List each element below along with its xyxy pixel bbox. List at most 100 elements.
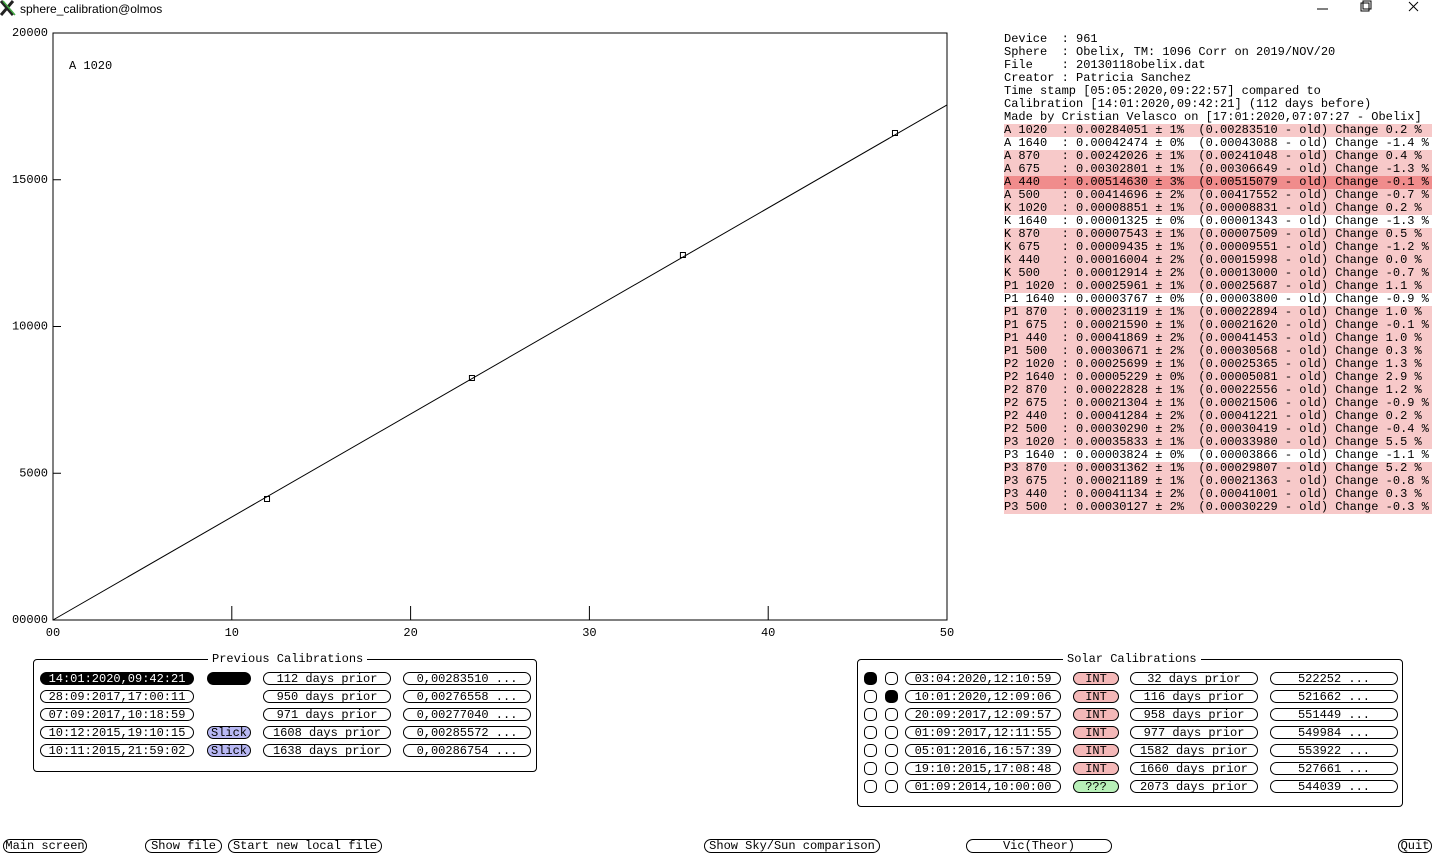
button[interactable]: Vic(Theor) <box>966 839 1112 853</box>
days-field: 958 days prior <box>1130 708 1258 722</box>
days-field: 950 days prior <box>263 690 391 704</box>
calibration-row: K 1640 : 0.00001325 ± 0% (0.00001343 - o… <box>1004 214 1429 228</box>
radio[interactable] <box>885 672 898 685</box>
value-field[interactable]: 0,00277040 ... <box>403 708 531 722</box>
x-tick-label: 10 <box>225 626 239 640</box>
value-field[interactable]: 549984 ... <box>1270 726 1398 740</box>
date-field[interactable]: 01:09:2017,12:11:55 <box>905 726 1061 740</box>
value-field[interactable]: 0,00285572 ... <box>403 726 531 740</box>
calibration-row: A 440 : 0.00514630 ± 3% (0.00515079 - ol… <box>1004 176 1432 189</box>
y-tick-label: 5000 <box>19 466 48 480</box>
days-field: 1638 days prior <box>263 744 391 758</box>
calibration-row: P2 870 : 0.00022828 ± 1% (0.00022556 - o… <box>1004 384 1432 397</box>
value-field[interactable]: 553922 ... <box>1270 744 1398 758</box>
radio[interactable] <box>864 690 877 703</box>
calibration-row: P2 1640 : 0.00005229 ± 0% (0.00005081 - … <box>1004 371 1432 384</box>
window-controls[interactable] <box>1300 0 1435 18</box>
calibration-row: P1 675 : 0.00021590 ± 1% (0.00021620 - o… <box>1004 319 1432 332</box>
tag[interactable]: Slick <box>207 726 251 740</box>
date-field[interactable]: 10:11:2015,21:59:02 <box>40 744 194 758</box>
radio[interactable] <box>864 708 877 721</box>
calibration-row: A 1640 : 0.00042474 ± 0% (0.00043088 - o… <box>1004 136 1429 150</box>
calibration-row: A 1020 : 0.00284051 ± 1% (0.00283510 - o… <box>1004 124 1432 137</box>
value-field[interactable]: 522252 ... <box>1270 672 1398 686</box>
calibration-row: K 870 : 0.00007543 ± 1% (0.00007509 - ol… <box>1004 228 1432 241</box>
radio[interactable] <box>885 744 898 757</box>
type-field: INT <box>1073 726 1119 740</box>
date-field[interactable]: 07:09:2017,10:18:59 <box>40 708 194 722</box>
info-line: Sphere : Obelix, TM: 1096 Corr on 2019/N… <box>1004 45 1336 59</box>
date-field[interactable]: 28:09:2017,17:00:11 <box>40 690 194 704</box>
days-field: 1608 days prior <box>263 726 391 740</box>
calibration-row: P2 500 : 0.00030290 ± 2% (0.00030419 - o… <box>1004 423 1432 436</box>
calibration-row: A 500 : 0.00414696 ± 2% (0.00417552 - ol… <box>1004 189 1432 202</box>
radio[interactable] <box>864 672 877 685</box>
date-field[interactable]: 01:09:2014,10:00:00 <box>905 780 1061 794</box>
data-point <box>264 495 271 502</box>
info-panel: Device : 961 Sphere : Obelix, TM: 1096 Co… <box>1004 33 1432 514</box>
type-field: INT <box>1073 672 1119 686</box>
app-icon <box>0 0 16 16</box>
value-field[interactable]: 551449 ... <box>1270 708 1398 722</box>
days-field: 977 days prior <box>1130 726 1258 740</box>
annotation: A 1020 <box>69 59 112 73</box>
date-field[interactable]: 10:12:2015,19:10:15 <box>40 726 194 740</box>
radio[interactable] <box>864 726 877 739</box>
calibration-row: K 675 : 0.00009435 ± 1% (0.00009551 - ol… <box>1004 241 1432 254</box>
x-tick-label: 40 <box>761 626 775 640</box>
x-tick-label: 00 <box>46 626 60 640</box>
calibration-row: P2 440 : 0.00041284 ± 2% (0.00041221 - o… <box>1004 410 1432 423</box>
radio[interactable] <box>885 690 898 703</box>
previous-calibrations-panel: Previous Calibrations 14:01:2020,09:42:2… <box>33 652 537 772</box>
date-field[interactable]: 20:09:2017,12:09:57 <box>905 708 1061 722</box>
date-field[interactable]: 14:01:2020,09:42:21 <box>40 672 194 686</box>
type-field: INT <box>1073 708 1119 722</box>
calibration-row: P3 500 : 0.00030127 ± 2% (0.00030229 - o… <box>1004 501 1432 514</box>
calibration-row: P3 870 : 0.00031362 ± 1% (0.00029807 - o… <box>1004 462 1432 475</box>
button[interactable]: Start new local file <box>228 839 382 853</box>
value-field[interactable]: 527661 ... <box>1270 762 1398 776</box>
value-field[interactable]: 0,00283510 ... <box>403 672 531 686</box>
days-field: 112 days prior <box>263 672 391 686</box>
radio[interactable] <box>885 762 898 775</box>
value-field[interactable]: 0,00286754 ... <box>403 744 531 758</box>
value-field[interactable]: 0,00276558 ... <box>403 690 531 704</box>
button[interactable]: Show Sky/Sun comparison <box>704 839 880 853</box>
type-field: INT <box>1073 744 1119 758</box>
date-field[interactable]: 03:04:2020,12:10:59 <box>905 672 1061 686</box>
button[interactable]: Quit <box>1398 839 1432 853</box>
type-field: INT <box>1073 690 1119 704</box>
button[interactable]: Show file <box>145 839 222 853</box>
button[interactable]: Main screen <box>3 839 87 853</box>
calibration-row: K 1020 : 0.00008851 ± 1% (0.00008831 - o… <box>1004 202 1432 215</box>
radio[interactable] <box>864 762 877 775</box>
data-point <box>891 129 898 136</box>
value-field[interactable]: 521662 ... <box>1270 690 1398 704</box>
days-field: 116 days prior <box>1130 690 1258 704</box>
status-marker <box>207 672 251 685</box>
calibration-row: P1 1640 : 0.00003767 ± 0% (0.00003800 - … <box>1004 292 1429 306</box>
calibration-row: P3 675 : 0.00021189 ± 1% (0.00021363 - o… <box>1004 475 1432 488</box>
value-field[interactable]: 544039 ... <box>1270 780 1398 794</box>
y-tick-label: 00000 <box>12 613 48 627</box>
data-point <box>679 252 686 259</box>
radio[interactable] <box>864 780 877 793</box>
panel-title: Solar Calibrations <box>1063 652 1201 666</box>
plot-frame <box>52 32 948 621</box>
date-field[interactable]: 10:01:2020,12:09:06 <box>905 690 1061 704</box>
date-field[interactable]: 05:01:2016,16:57:39 <box>905 744 1061 758</box>
radio[interactable] <box>885 780 898 793</box>
info-line: Time stamp [05:05:2020,09:22:57] compare… <box>1004 84 1321 98</box>
radio[interactable] <box>885 708 898 721</box>
radio[interactable] <box>864 744 877 757</box>
data-point <box>468 375 475 382</box>
tag[interactable]: Slick <box>207 744 251 758</box>
fit-line <box>52 104 948 621</box>
radio[interactable] <box>885 726 898 739</box>
window-title: sphere_calibration@olmos <box>20 2 163 16</box>
chart: 00 10 20 30 40 50 00000 5000 10000 15000 20000 A 10… <box>12 26 954 640</box>
date-field[interactable]: 19:10:2015,17:08:48 <box>905 762 1061 776</box>
calibration-row: A 870 : 0.00242026 ± 1% (0.00241048 - ol… <box>1004 150 1432 163</box>
calibration-row: K 500 : 0.00012914 ± 2% (0.00013000 - ol… <box>1004 267 1432 280</box>
